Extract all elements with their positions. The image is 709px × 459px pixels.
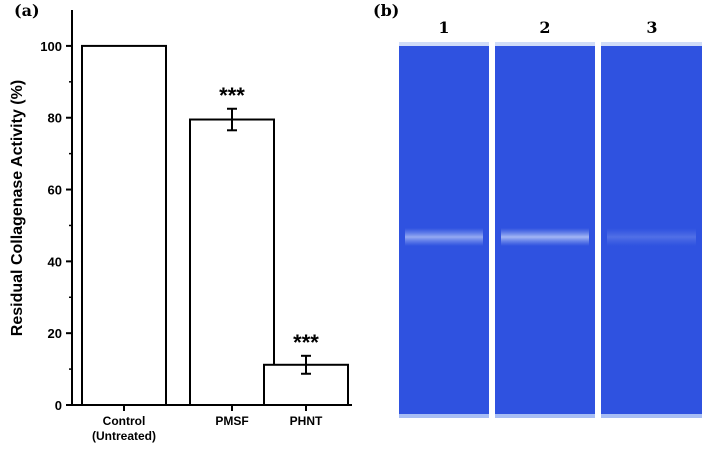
y-tick-label: 20 (48, 326, 62, 341)
gel-lane-top-edge (399, 42, 489, 46)
panel-label-a: (a) (14, 1, 40, 20)
significance-label: *** (293, 330, 319, 355)
gel-lane-top-edge (601, 42, 702, 46)
gel-lane-top-edge (495, 42, 595, 46)
gel-lane-bottom-edge (495, 414, 595, 418)
lane-label: 3 (646, 18, 657, 37)
category-label: PHNT (290, 414, 323, 428)
bars: *** *** (81, 44, 349, 407)
panel-label-b: (b) (373, 1, 399, 20)
gel-lane-bottom-edge (601, 414, 702, 418)
gel-band (501, 228, 589, 246)
gel-band (405, 228, 483, 246)
significance-label: *** (219, 83, 245, 108)
y-tick-label: 40 (48, 254, 62, 269)
gel-lane-bottom-edge (399, 414, 489, 418)
y-axis-title: Residual Collagenase Activity (%) (9, 80, 26, 336)
bar (189, 118, 275, 406)
y-ticks: 0 20 40 60 80 100 (40, 39, 72, 413)
y-tick-label: 80 (48, 111, 62, 126)
lane-label: 2 (539, 18, 550, 37)
category-label: PMSF (215, 414, 248, 428)
y-tick-label: 100 (40, 39, 62, 54)
lane-label: 1 (438, 18, 449, 37)
bar-chart: 0 20 40 60 80 100 *** *** Control(Untreated) PM… (9, 10, 352, 443)
category-label: (Untreated) (92, 429, 156, 443)
bar (81, 44, 167, 407)
y-tick-label: 60 (48, 183, 62, 198)
category-label: Control (103, 414, 146, 428)
y-tick-label: 0 (55, 398, 62, 413)
category-labels: Control(Untreated) PMSF PHNT (92, 405, 323, 443)
gel-band (607, 228, 696, 246)
gel-image: 1 2 3 (399, 18, 702, 418)
